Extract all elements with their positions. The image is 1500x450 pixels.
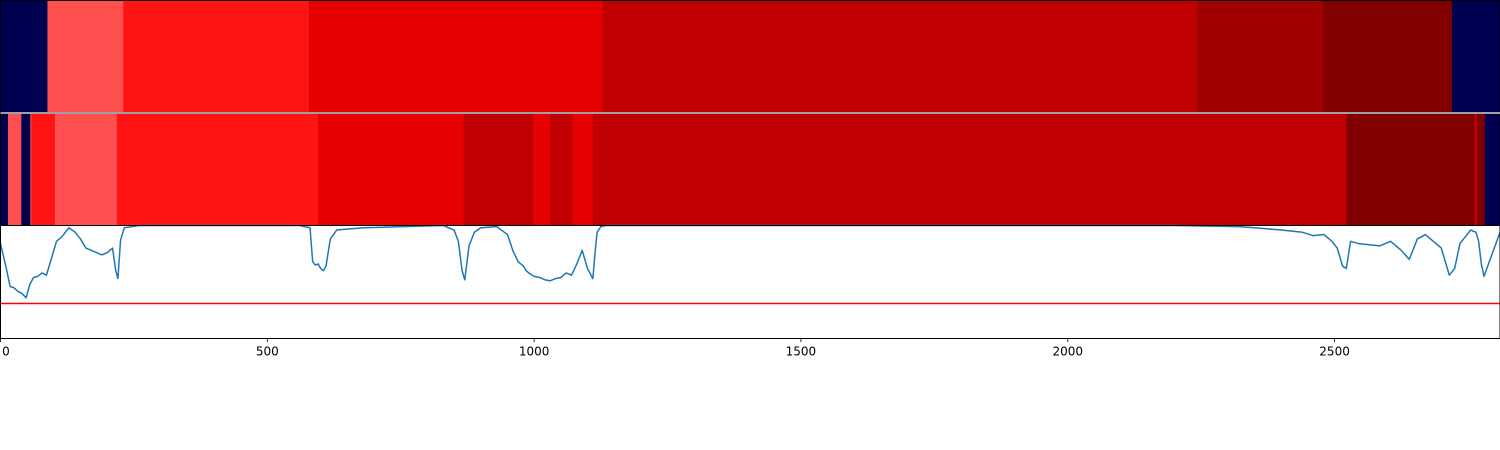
x-tick-label-2500: 2500: [1319, 345, 1350, 359]
reference-segment-7: [1451, 0, 1500, 113]
x-tick-label-2000: 2000: [1052, 345, 1083, 359]
score-series-line: [0, 224, 1500, 299]
line-panel: [0, 224, 1500, 339]
prediction-segment-4: [31, 113, 56, 226]
reference-segment-3: [308, 0, 603, 113]
reference-segment-0: [0, 0, 48, 113]
prediction-segment-0: [0, 113, 9, 226]
prediction-segment-16: [1484, 113, 1500, 226]
prediction-segment-5: [54, 113, 118, 226]
reference-band: [0, 0, 1500, 113]
reference-segment-4: [602, 0, 1198, 113]
prediction-segment-8: [463, 113, 534, 226]
prediction-segment-3: [30, 113, 32, 226]
prediction-segment-13: [1346, 113, 1475, 226]
x-tick-label-1500: 1500: [786, 345, 817, 359]
prediction-segment-7: [318, 113, 465, 226]
prediction-segment-15: [1477, 113, 1485, 226]
prediction-segment-6: [116, 113, 319, 226]
prediction-segment-12: [592, 113, 1347, 226]
line-panel-frame: [0, 225, 1500, 339]
prediction-segment-9: [533, 113, 551, 226]
prediction-segment-14: [1474, 113, 1478, 226]
x-tick-label-500: 500: [256, 345, 279, 359]
x-tick-label-1000: 1000: [519, 345, 550, 359]
x-tick-label-0: 0: [2, 345, 10, 359]
prediction-segment-1: [7, 113, 22, 226]
prediction-segment-10: [550, 113, 573, 226]
prediction-band: [0, 112, 1500, 226]
reference-segment-5: [1196, 0, 1324, 113]
reference-segment-2: [123, 0, 310, 113]
prediction-segment-2: [21, 113, 31, 226]
reference-segment-1: [47, 0, 124, 113]
reference-segment-6: [1323, 0, 1453, 113]
prediction-segment-11: [572, 113, 594, 226]
x-axis: 0 500 1000 1500 2000 2500: [0, 338, 1350, 359]
